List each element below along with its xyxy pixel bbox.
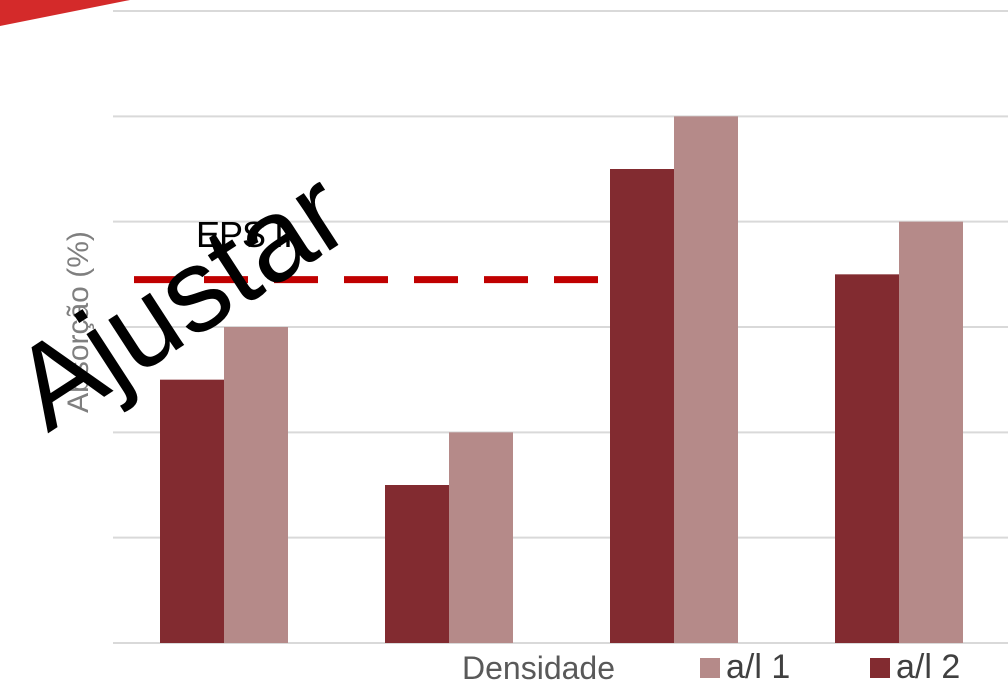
bar-al2-4 (835, 274, 899, 643)
bar-al2-3 (610, 169, 674, 643)
reference-line-label: EPS II (196, 214, 293, 255)
legend-swatch-al2 (870, 657, 890, 678)
legend-item-al2: a/l 2 (870, 648, 960, 687)
legend-item-al1: a/l 1 (700, 648, 790, 687)
legend-swatch-al1 (700, 657, 720, 678)
bar-al2-1 (160, 379, 224, 643)
bar-al1-3 (674, 116, 738, 644)
legend-label-al2: a/l 2 (896, 648, 961, 686)
bar-al1-2 (449, 432, 513, 643)
legend-label-al1: a/l 1 (726, 648, 791, 686)
bar-al1-4 (899, 221, 963, 643)
corner-accent-shape (0, 0, 130, 26)
x-axis-label: Densidade (462, 650, 615, 686)
bar-al2-2 (385, 485, 449, 643)
bar-al1-1 (224, 327, 288, 643)
